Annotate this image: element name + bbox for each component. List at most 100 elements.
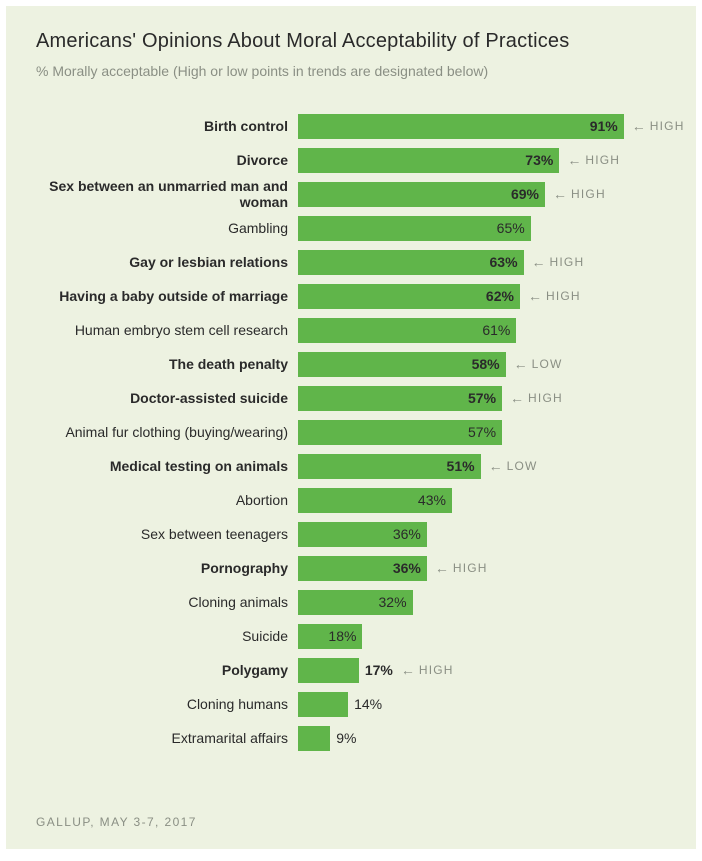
bar-label: Divorce [36, 152, 298, 168]
bar-track: 57% [298, 420, 666, 445]
bar-track: 14% [298, 692, 666, 717]
arrow-left-icon: ← [489, 458, 503, 474]
bar-value: 91% [590, 118, 618, 134]
bar-track: 57% ← HIGH [298, 386, 666, 411]
annotation-text: HIGH [546, 289, 581, 303]
bar-value: 9% [336, 730, 356, 746]
bar-value: 36% [393, 526, 421, 542]
bar-fill: 73% [298, 148, 559, 173]
bar-track: 18% [298, 624, 666, 649]
bar-annotation: ← HIGH [553, 186, 606, 202]
bar-fill: 58% [298, 352, 506, 377]
arrow-left-icon: ← [528, 288, 542, 304]
arrow-left-icon: ← [553, 186, 567, 202]
bar-rows: Birth control91%←HIGHDivorce73%←HIGHSex … [36, 109, 666, 755]
bar-label: Gay or lesbian relations [36, 254, 298, 270]
bar-row: Medical testing on animals 51% ← LOW [36, 449, 666, 483]
bar-fill: 32% [298, 590, 413, 615]
bar-track: 73% ← HIGH [298, 148, 666, 173]
bar-fill: 43% [298, 488, 452, 513]
bar-row: Pornography36%←HIGH [36, 551, 666, 585]
chart-source: GALLUP, MAY 3-7, 2017 [36, 815, 197, 829]
bar-label: The death penalty [36, 356, 298, 372]
bar-label: Medical testing on animals [36, 458, 298, 474]
bar-fill: 57% [298, 386, 502, 411]
bar-label: Birth control [36, 118, 298, 134]
bar-label: Cloning humans [36, 696, 298, 712]
bar-fill: 69% [298, 182, 545, 207]
bar-row: Extramarital affairs9% [36, 721, 666, 755]
bar-row: Birth control91%←HIGH [36, 109, 666, 143]
bar-annotation: ← LOW [489, 458, 538, 474]
bar-value: 69% [511, 186, 539, 202]
bar-label: Doctor-assisted suicide [36, 390, 298, 406]
bar-value: 57% [468, 424, 496, 440]
arrow-left-icon: ← [567, 152, 581, 168]
annotation-text: HIGH [571, 187, 606, 201]
bar-annotation: ← HIGH [532, 254, 585, 270]
bar-label: Gambling [36, 220, 298, 236]
chart-subtitle: % Morally acceptable (High or low points… [36, 63, 666, 79]
bar-fill: 51% [298, 454, 481, 479]
bar-track: 91%←HIGH [298, 114, 666, 139]
annotation-text: HIGH [650, 119, 685, 133]
bar-track: 36% ←HIGH [298, 556, 666, 581]
bar-fill: 18% [298, 624, 362, 649]
bar-value: 58% [472, 356, 500, 372]
bar-fill: 36% [298, 556, 427, 581]
bar-value: 14% [354, 696, 382, 712]
bar-label: Polygamy [36, 662, 298, 678]
bar-annotation: ←LOW [514, 356, 563, 372]
bar-track: 69% ← HIGH [298, 182, 666, 207]
bar-fill: 61% [298, 318, 516, 343]
bar-label: Suicide [36, 628, 298, 644]
bar-fill [298, 658, 359, 683]
bar-row: Gambling 65% [36, 211, 666, 245]
bar-fill [298, 692, 348, 717]
annotation-text: LOW [507, 459, 538, 473]
bar-value: 17% [365, 662, 393, 678]
bar-value: 18% [328, 628, 356, 644]
annotation-text: HIGH [528, 391, 563, 405]
bar-row: Divorce73% ← HIGH [36, 143, 666, 177]
bar-track: 58% ←LOW [298, 352, 666, 377]
bar-label: Having a baby outside of marriage [36, 288, 298, 304]
bar-label: Sex between an unmarried man and woman [36, 178, 298, 210]
annotation-text: HIGH [585, 153, 620, 167]
bar-track: 51% ← LOW [298, 454, 666, 479]
bar-value: 65% [497, 220, 525, 236]
arrow-left-icon: ← [510, 390, 524, 406]
arrow-left-icon: ← [514, 356, 528, 372]
bar-row: Cloning humans 14% [36, 687, 666, 721]
arrow-left-icon: ← [532, 254, 546, 270]
bar-track: 65% [298, 216, 666, 241]
annotation-text: HIGH [453, 561, 488, 575]
arrow-left-icon: ← [632, 118, 646, 134]
arrow-left-icon: ← [401, 662, 415, 678]
bar-label: Cloning animals [36, 594, 298, 610]
bar-track: 43% [298, 488, 666, 513]
bar-value: 51% [447, 458, 475, 474]
bar-fill: 57% [298, 420, 502, 445]
bar-value: 36% [393, 560, 421, 576]
bar-track: 36% [298, 522, 666, 547]
bar-value: 62% [486, 288, 514, 304]
bar-row: Polygamy17%←HIGH [36, 653, 666, 687]
bar-row: Doctor-assisted suicide57% ← HIGH [36, 381, 666, 415]
bar-annotation: ← HIGH [567, 152, 620, 168]
bar-track: 63% ← HIGH [298, 250, 666, 275]
bar-fill: 36% [298, 522, 427, 547]
bar-value: 43% [418, 492, 446, 508]
bar-value: 63% [490, 254, 518, 270]
bar-row: Cloning animals 32% [36, 585, 666, 619]
bar-value: 61% [482, 322, 510, 338]
bar-fill: 65% [298, 216, 531, 241]
bar-row: Sex between an unmarried man and woman69… [36, 177, 666, 211]
bar-label: Sex between teenagers [36, 526, 298, 542]
bar-value: 32% [379, 594, 407, 610]
bar-row: Having a baby outside of marriage 62% ← HIG… [36, 279, 666, 313]
bar-fill: 63% [298, 250, 524, 275]
annotation-text: HIGH [550, 255, 585, 269]
bar-annotation: ←HIGH [435, 560, 488, 576]
bar-fill [298, 726, 330, 751]
